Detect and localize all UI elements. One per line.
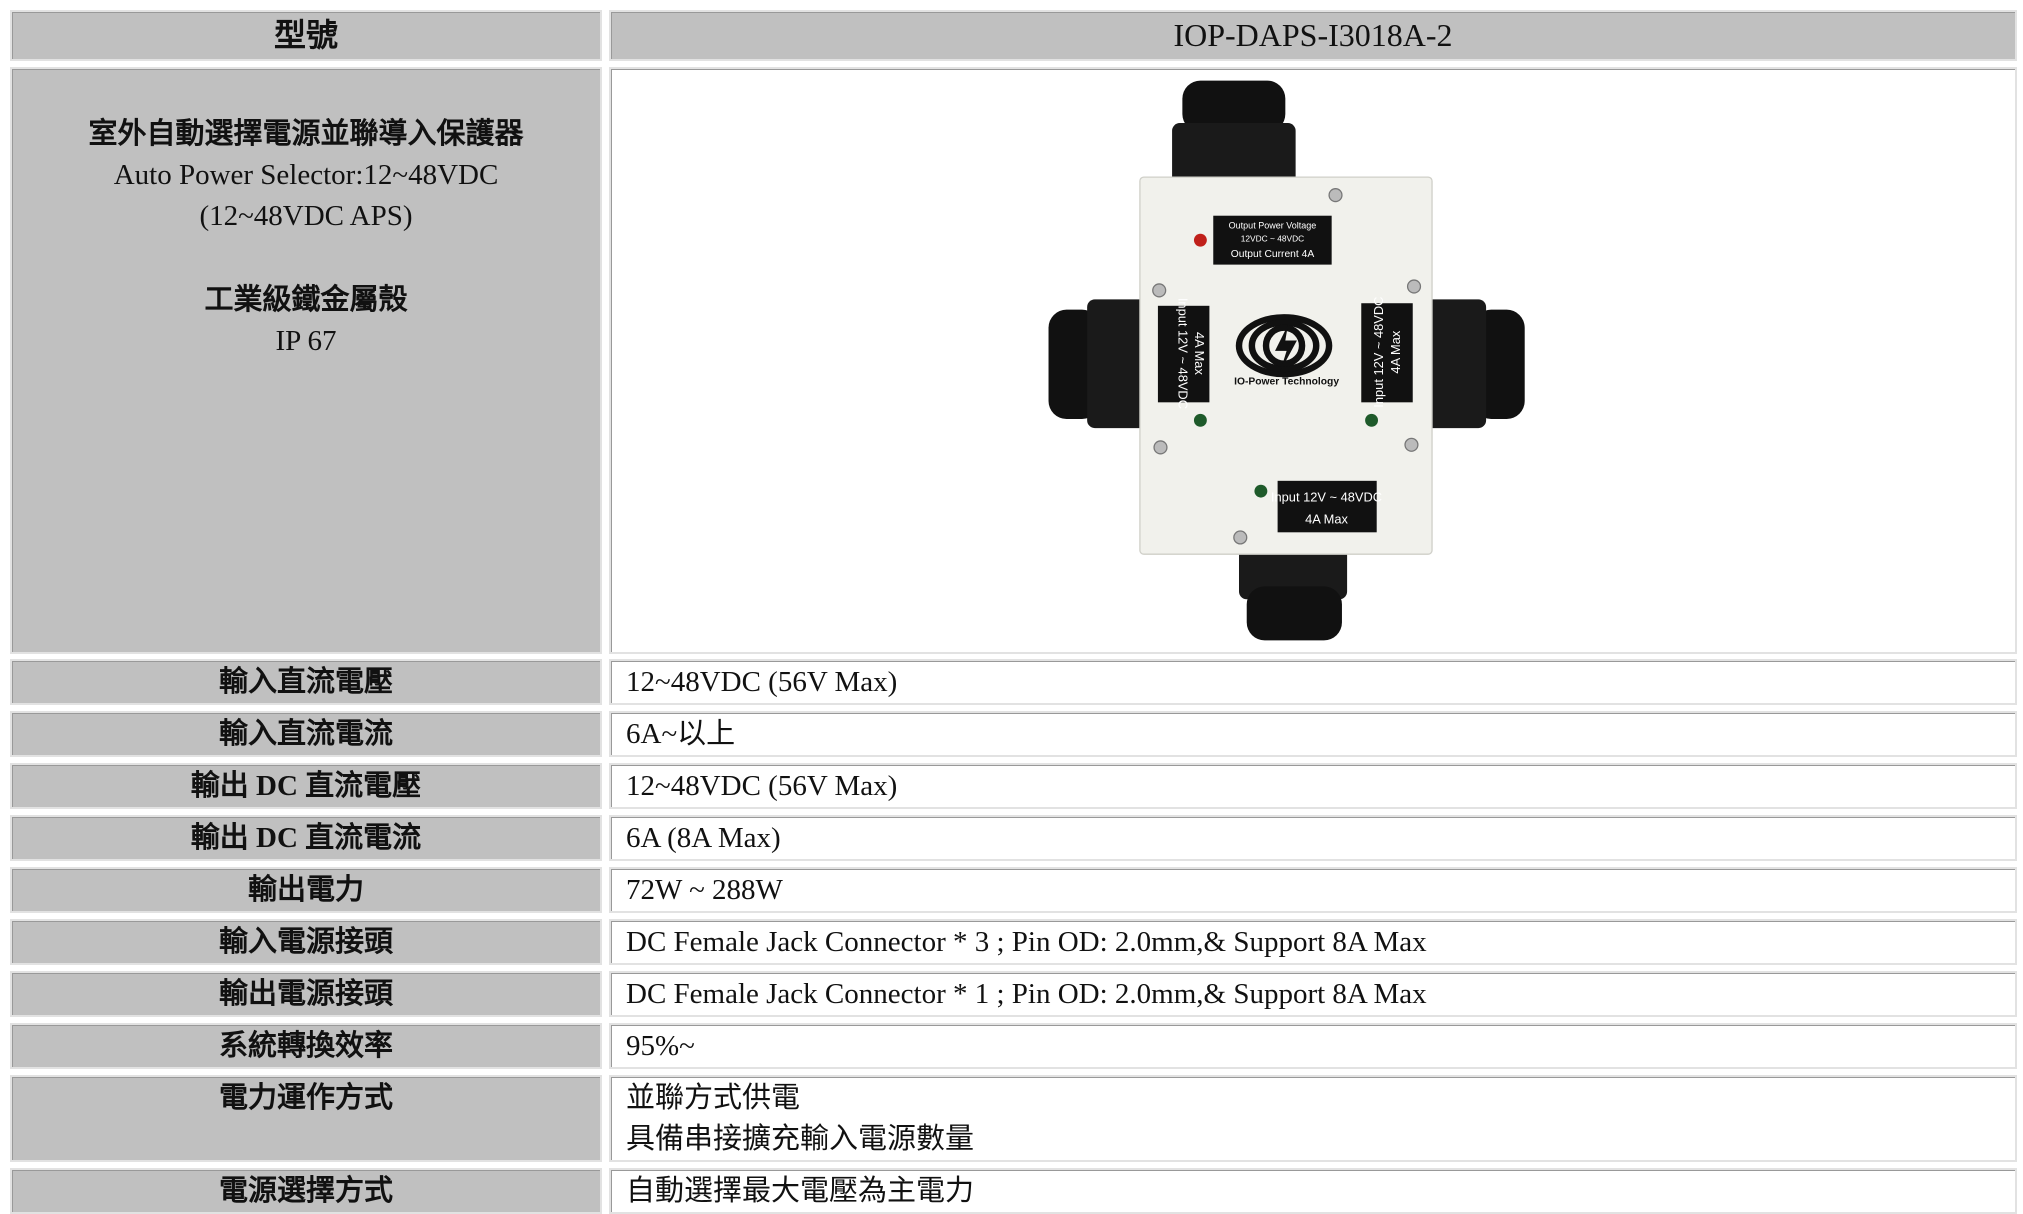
spec-value-cell: 6A (8A Max)	[609, 815, 2017, 861]
spec-value: DC Female Jack Connector * 1 ; Pin OD: 2…	[626, 978, 1427, 1010]
device-label: 12VDC ~ 48VDC	[1241, 233, 1304, 243]
header-model: IOP-DAPS-I3018A-2	[609, 10, 2017, 61]
header-label: 型號	[10, 10, 602, 61]
spec-value-cell: 12~48VDC (56V Max)	[609, 659, 2017, 705]
device-label: Input 12V ~ 48VDC	[1271, 489, 1382, 504]
spec-value: 6A~以上	[626, 718, 736, 750]
product-description: 室外自動選擇電源並聯導入保護器 Auto Power Selector:12~48…	[10, 67, 602, 654]
spec-label-cell: 輸出 DC 直流電流	[10, 815, 602, 861]
spec-label: 輸出電源接頭	[218, 978, 393, 1010]
spec-label-cell: 電力運作方式	[10, 1075, 602, 1162]
spec-label: 輸入電源接頭	[218, 926, 393, 958]
description-line: (12~48VDC APS)	[199, 200, 413, 232]
device-label: Output Power Voltage	[1229, 221, 1317, 231]
spec-label-cell: 輸出 DC 直流電壓	[10, 763, 602, 809]
device-label: 4A Max	[1192, 332, 1207, 375]
spec-label: 輸出 DC 直流電壓	[190, 770, 422, 802]
description-line: 室外自動選擇電源並聯導入保護器	[88, 118, 524, 150]
spec-value-cell: DC Female Jack Connector * 1 ; Pin OD: 2…	[609, 971, 2017, 1017]
spec-label: 系統轉換效率	[218, 1030, 393, 1062]
spec-value-cell: 6A~以上	[609, 711, 2017, 757]
spec-label: 電力運作方式	[218, 1082, 393, 1114]
description-line: IP 67	[275, 325, 337, 357]
model-text: IOP-DAPS-I3018A-2	[1173, 17, 1453, 53]
spec-label: 輸入直流電流	[218, 718, 393, 750]
spec-label-cell: 電源選擇方式	[10, 1168, 602, 1214]
spec-value: 12~48VDC (56V Max)	[626, 770, 898, 802]
spec-value-cell: 12~48VDC (56V Max)	[609, 763, 2017, 809]
product-image-cell: Output Power Voltage 12VDC ~ 48VDC Outpu…	[609, 67, 2017, 654]
device-label: Input 12V ~ 48VDC	[1176, 298, 1191, 409]
spec-value-cell: 72W ~ 288W	[609, 867, 2017, 913]
brand-label: IO-Power Technology	[1234, 376, 1339, 387]
device-label: 4A Max	[1388, 330, 1403, 373]
spec-value-cell: 並聯方式供電具備串接擴充輸入電源數量	[609, 1075, 2017, 1162]
spec-value-cell: DC Female Jack Connector * 3 ; Pin OD: 2…	[609, 919, 2017, 965]
device-label: Input 12V ~ 48VDC	[1371, 297, 1386, 408]
spec-label-cell: 輸入直流電流	[10, 711, 602, 757]
spec-value-cell: 95%~	[609, 1023, 2017, 1069]
spec-value: 95%~	[626, 1030, 695, 1062]
device-label: 4A Max	[1305, 511, 1348, 526]
spec-value: 6A (8A Max)	[626, 822, 781, 854]
description-line: 工業級鐵金屬殼	[204, 284, 408, 316]
spec-label-cell: 輸出電源接頭	[10, 971, 602, 1017]
product-image: Output Power Voltage 12VDC ~ 48VDC Outpu…	[1048, 80, 1525, 641]
description-line: Auto Power Selector:12~48VDC	[113, 159, 499, 191]
spec-label: 電源選擇方式	[218, 1175, 393, 1207]
spec-label-cell: 輸入電源接頭	[10, 919, 602, 965]
spec-label: 輸出 DC 直流電流	[190, 822, 422, 854]
device-label: Output Current 4A	[1231, 249, 1315, 260]
spec-value: DC Female Jack Connector * 3 ; Pin OD: 2…	[626, 926, 1427, 958]
spec-label: 輸入直流電壓	[218, 666, 393, 698]
spec-label-cell: 輸入直流電壓	[10, 659, 602, 705]
header-label-text: 型號	[273, 17, 338, 53]
spec-label: 輸出電力	[247, 874, 364, 906]
spec-label-cell: 系統轉換效率	[10, 1023, 602, 1069]
spec-label-cell: 輸出電力	[10, 867, 602, 913]
spec-value-cell: 自動選擇最大電壓為主電力	[609, 1168, 2017, 1214]
spec-value: 72W ~ 288W	[626, 874, 783, 906]
spec-value: 並聯方式供電	[626, 1082, 801, 1114]
spec-value: 具備串接擴充輸入電源數量	[626, 1123, 975, 1155]
spacer	[12, 237, 600, 280]
spec-value: 12~48VDC (56V Max)	[626, 666, 898, 698]
spec-value: 自動選擇最大電壓為主電力	[626, 1175, 975, 1207]
